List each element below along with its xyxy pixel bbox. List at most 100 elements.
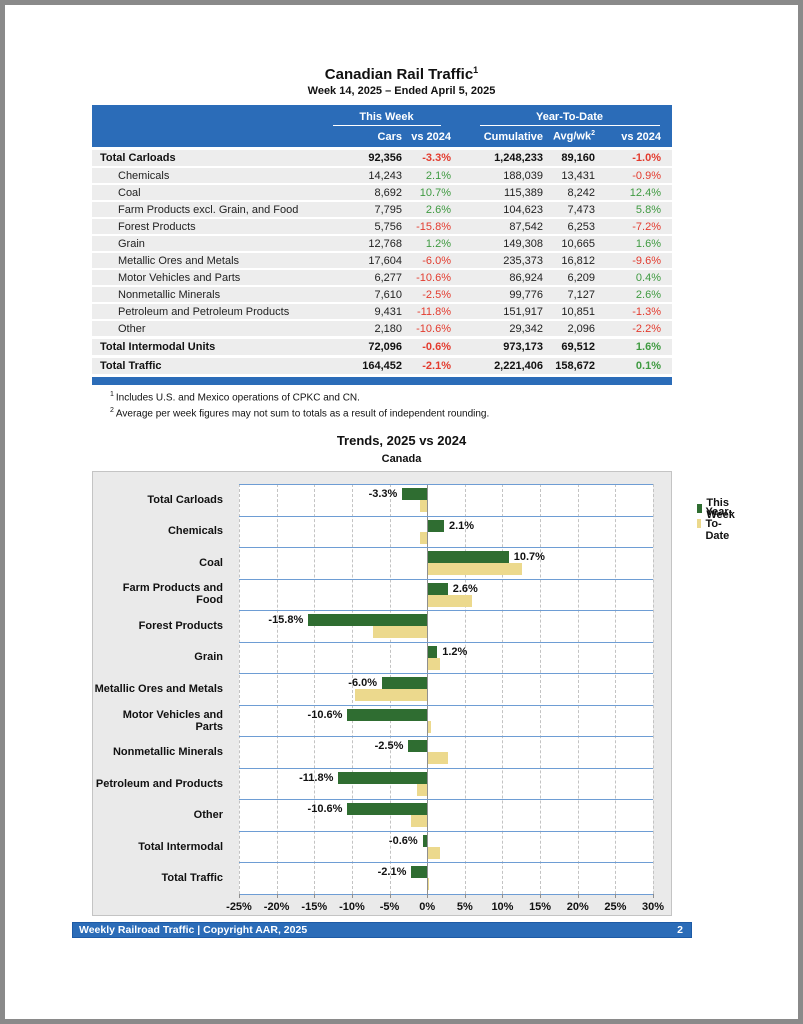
table-cell: 10,665 xyxy=(561,237,595,250)
category-separator-line xyxy=(239,484,653,485)
page-title: Canadian Rail Traffic1 xyxy=(5,65,798,83)
table-cell: -10.6% xyxy=(416,322,451,335)
table-cell: -0.6% xyxy=(422,341,451,353)
table-group-header-row: This Week Year-To-Date xyxy=(92,105,672,126)
bar-this-week xyxy=(338,771,428,784)
x-axis-tick-label: 20% xyxy=(566,901,589,913)
bar-year-to-date xyxy=(428,720,432,733)
table-cell: 12.4% xyxy=(629,186,661,199)
bar-data-label: -11.8% xyxy=(299,771,334,784)
table-cell: Petroleum and Petroleum Products xyxy=(118,305,290,318)
bar-data-label: -0.6% xyxy=(388,834,418,847)
group-header-this-week: This Week xyxy=(322,105,451,126)
x-axis-tick xyxy=(502,894,504,898)
bar-data-label: -2.5% xyxy=(374,740,404,753)
table-cell: 0.1% xyxy=(635,360,661,372)
table-cell: Forest Products xyxy=(118,220,196,233)
bar-this-week xyxy=(422,834,428,847)
chart-subtitle: Canada xyxy=(381,453,422,465)
table-row: Coal 8,692 10.7% 115,389 8,242 12.4% xyxy=(92,185,672,200)
gridline xyxy=(653,484,654,894)
table-cell: 6,209 xyxy=(567,271,595,284)
category-separator-line xyxy=(239,705,653,706)
table-cell: 2.6% xyxy=(425,203,451,216)
table-cell: Total Carloads xyxy=(100,152,176,164)
table-bottom-rule xyxy=(92,377,672,385)
gridline xyxy=(276,484,278,894)
category-label: Motor Vehicles and Parts xyxy=(122,708,223,733)
table-cell: 29,342 xyxy=(509,322,543,335)
x-axis-tick xyxy=(577,894,579,898)
x-axis-tick xyxy=(389,894,391,898)
x-axis-tick-label: 30% xyxy=(641,901,665,913)
x-axis-tick-label: -20% xyxy=(263,901,290,913)
table-cell: 188,039 xyxy=(503,169,543,182)
table-cell: -2.5% xyxy=(422,288,451,301)
table-body: Total Carloads 92,356 -3.3% 1,248,233 89,160… xyxy=(92,150,672,374)
bar-this-week xyxy=(408,740,428,753)
legend-swatch xyxy=(697,519,702,528)
col-header-cumulative: Cumulative xyxy=(483,130,543,143)
bar-year-to-date xyxy=(428,657,441,670)
bar-year-to-date xyxy=(428,878,430,891)
table-cell: 1.6% xyxy=(635,341,661,353)
bar-this-week xyxy=(382,677,428,690)
legend-item: Year-To-Date xyxy=(697,506,739,542)
table-cell: Nonmetallic Minerals xyxy=(118,288,221,301)
table-cell: 89,160 xyxy=(561,152,595,164)
x-axis-tick-label: 5% xyxy=(456,901,473,913)
bar-this-week xyxy=(347,803,428,816)
table-cell: 6,253 xyxy=(567,220,595,233)
x-axis-tick xyxy=(427,894,429,898)
table-cell: 1.6% xyxy=(635,237,661,250)
table-cell: 10.7% xyxy=(419,186,451,199)
category-separator-line xyxy=(239,579,653,580)
bar-year-to-date xyxy=(410,815,428,828)
category-separator-line xyxy=(239,642,653,643)
gridline xyxy=(314,484,316,894)
bar-year-to-date xyxy=(428,846,441,859)
table-cell: 9,431 xyxy=(374,305,402,318)
table-cell: Metallic Ores and Metals xyxy=(118,254,240,267)
footnote-marker: 1 xyxy=(110,391,114,398)
table-cell: Total Intermodal Units xyxy=(100,341,216,353)
x-axis-tick xyxy=(314,894,316,898)
table-cell: 99,776 xyxy=(509,288,543,301)
table-cell: 14,243 xyxy=(368,169,402,182)
table-cell: -15.8% xyxy=(416,220,451,233)
table-cell: Other xyxy=(118,322,146,335)
footer-text: Weekly Railroad Traffic | Copyright AAR,… xyxy=(79,924,308,936)
col-header-vs2024-ytd: vs 2024 xyxy=(621,130,661,143)
page-subtitle: Week 14, 2025 – Ended April 5, 2025 xyxy=(307,85,496,97)
bar-year-to-date xyxy=(428,752,448,765)
bar-data-label: -15.8% xyxy=(268,614,304,627)
category-label: Coal xyxy=(199,556,223,569)
table-cell: 17,604 xyxy=(368,254,402,267)
table-cell: -6.0% xyxy=(422,254,451,267)
category-label: Chemicals xyxy=(167,525,223,538)
page-title-text: Canadian Rail Traffic xyxy=(324,66,474,83)
table-cell: -0.9% xyxy=(632,169,661,182)
category-separator-line xyxy=(239,736,653,737)
page-title-footnote-marker: 1 xyxy=(473,65,479,75)
gridline xyxy=(615,484,617,894)
bar-data-label: 2.6% xyxy=(452,582,478,595)
x-axis-tick xyxy=(276,894,278,898)
rail-traffic-table: This Week Year-To-Date Cars vs 2024 Cumu… xyxy=(92,105,672,385)
x-axis-tick xyxy=(351,894,353,898)
bar-this-week xyxy=(428,582,448,595)
bar-this-week xyxy=(428,645,438,658)
x-axis-tick-label: -15% xyxy=(301,901,328,913)
table-row: Motor Vehicles and Parts 6,277 -10.6% 86,92… xyxy=(92,270,672,285)
table-cell: 92,356 xyxy=(368,152,402,164)
table-row: Chemicals 14,243 2.1% 188,039 13,431 -0.9% xyxy=(92,168,672,183)
category-label: Total Carloads xyxy=(147,493,223,506)
group-header-year-to-date: Year-To-Date xyxy=(478,105,661,126)
table-cell: 72,096 xyxy=(368,341,402,353)
table-cell: 10,851 xyxy=(561,305,595,318)
table-cell: 12,768 xyxy=(368,237,402,250)
table-cell: Chemicals xyxy=(118,169,170,182)
table-cell: 8,692 xyxy=(374,186,402,199)
category-separator-line xyxy=(239,516,653,517)
bar-this-week xyxy=(428,551,509,564)
